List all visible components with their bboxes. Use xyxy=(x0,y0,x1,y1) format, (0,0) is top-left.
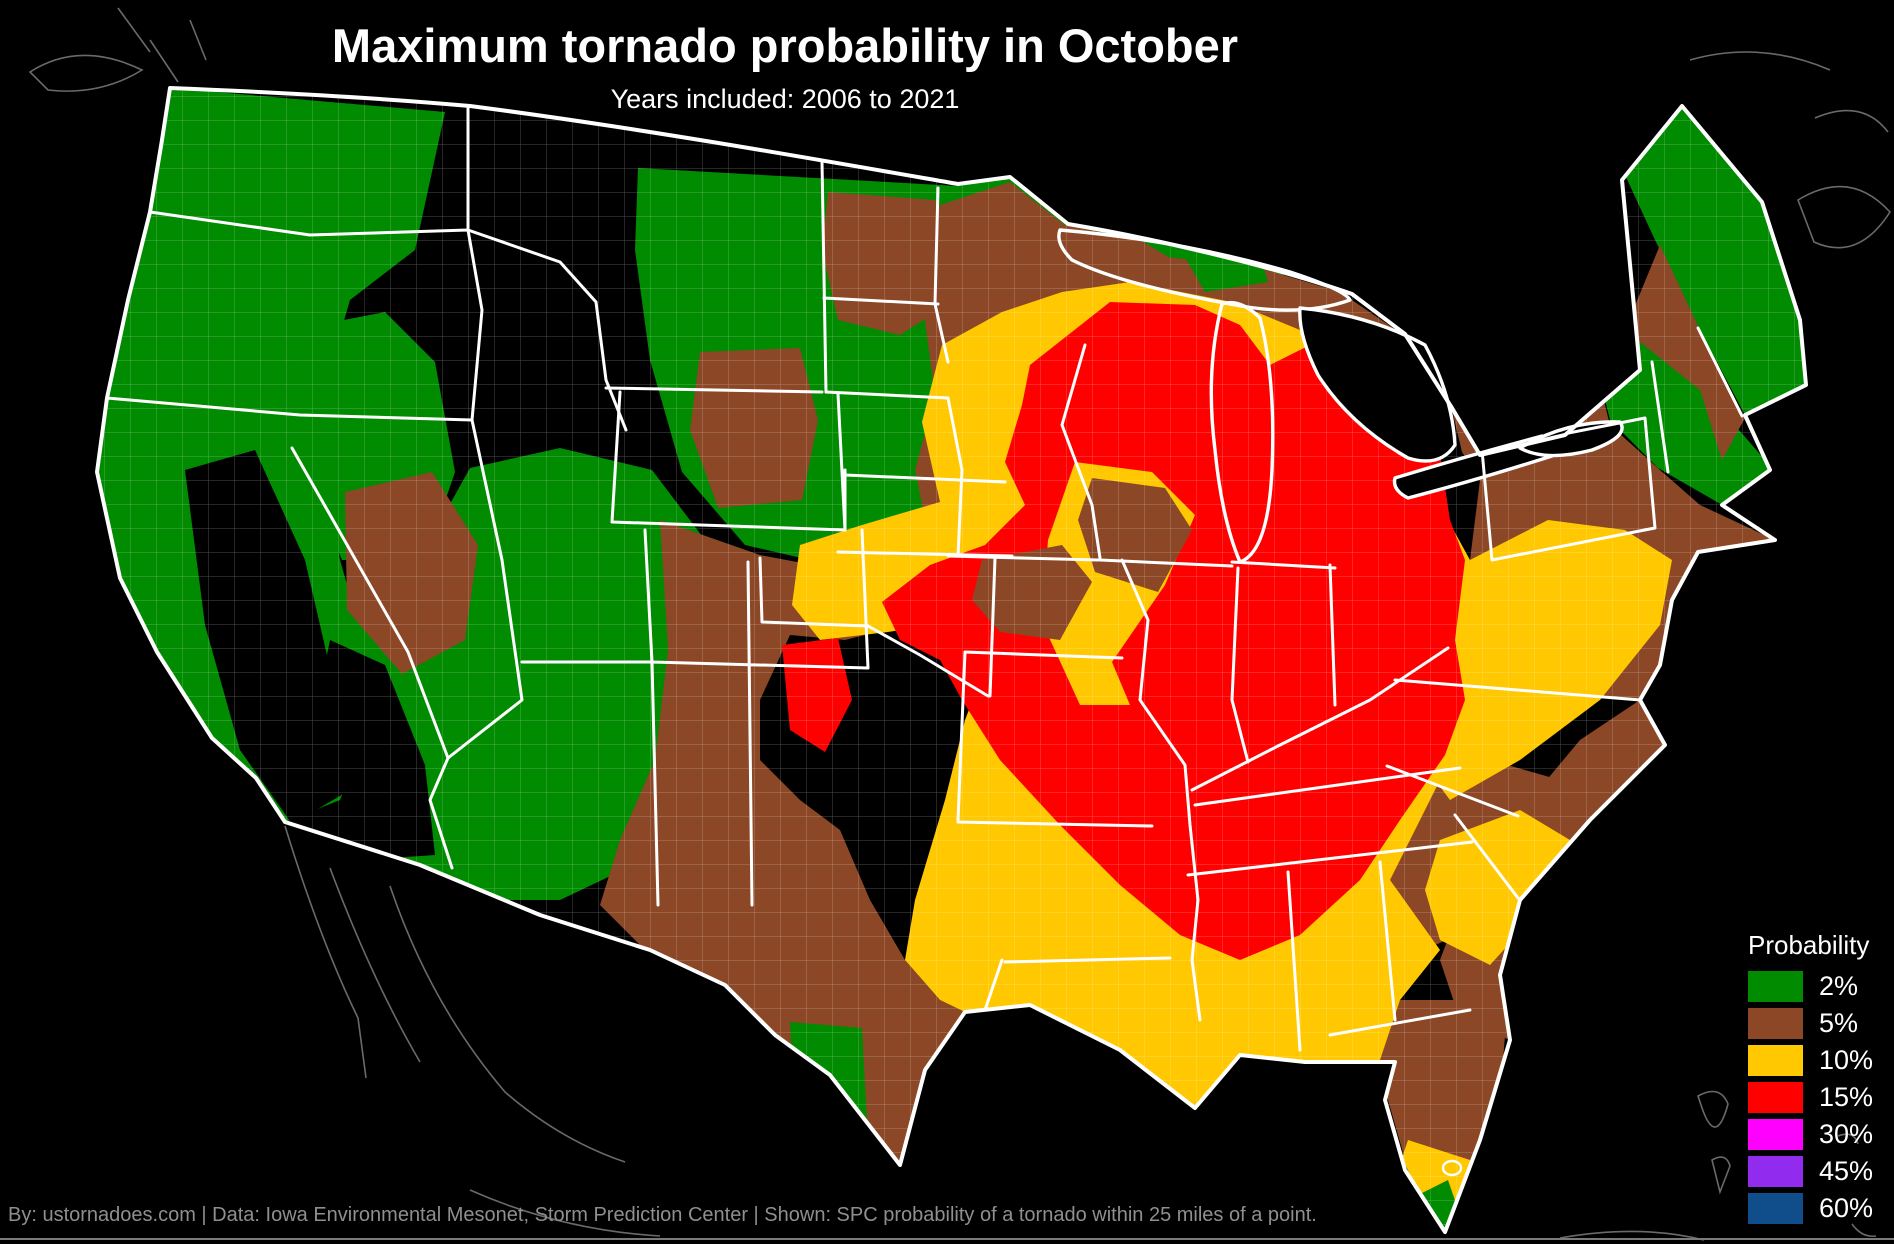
legend-swatch-30pct xyxy=(1748,1119,1803,1150)
legend: Probability 2% 5% 10% 15% 30% 45% 60% xyxy=(1748,930,1894,1230)
legend-swatch-5pct xyxy=(1748,1008,1803,1039)
legend-label-30pct: 30% xyxy=(1819,1119,1874,1149)
legend-item-5pct: 5% xyxy=(1748,1008,1894,1039)
bottom-divider-line xyxy=(0,1238,1894,1240)
neighbor-coastlines xyxy=(28,7,1892,1241)
great-lakes xyxy=(1057,228,1624,1177)
legend-label-15pct: 15% xyxy=(1819,1082,1874,1112)
us-border-outline xyxy=(95,86,1808,1234)
lake-huron xyxy=(1298,306,1457,463)
legend-label-10pct: 10% xyxy=(1819,1045,1874,1075)
legend-label-2pct: 2% xyxy=(1819,971,1859,1001)
page-title: Maximum tornado probability in October xyxy=(331,19,1239,72)
lake-michigan xyxy=(1209,300,1275,564)
legend-item-60pct: 60% xyxy=(1748,1193,1894,1224)
lake-okeechobee xyxy=(1441,1159,1463,1177)
legend-swatch-60pct xyxy=(1748,1193,1803,1224)
legend-item-2pct: 2% xyxy=(1748,971,1894,1002)
legend-item-30pct: 30% xyxy=(1748,1119,1894,1150)
legend-swatch-2pct xyxy=(1748,971,1803,1002)
lake-ontario xyxy=(1518,420,1624,458)
attribution-footer: By: ustornadoes.com | Data: Iowa Environ… xyxy=(8,1204,1317,1226)
legend-item-10pct: 10% xyxy=(1748,1045,1894,1076)
legend-title: Probability xyxy=(1748,930,1870,960)
state-borders xyxy=(105,106,1744,1052)
legend-label-5pct: 5% xyxy=(1819,1008,1859,1038)
legend-item-45pct: 45% xyxy=(1748,1156,1894,1187)
legend-swatch-10pct xyxy=(1748,1045,1803,1076)
legend-swatch-45pct xyxy=(1748,1156,1803,1187)
legend-item-15pct: 15% xyxy=(1748,1082,1894,1113)
page-subtitle: Years included: 2006 to 2021 xyxy=(610,84,960,114)
legend-swatch-15pct xyxy=(1748,1082,1803,1113)
legend-label-60pct: 60% xyxy=(1819,1193,1874,1223)
legend-label-45pct: 45% xyxy=(1819,1156,1874,1186)
